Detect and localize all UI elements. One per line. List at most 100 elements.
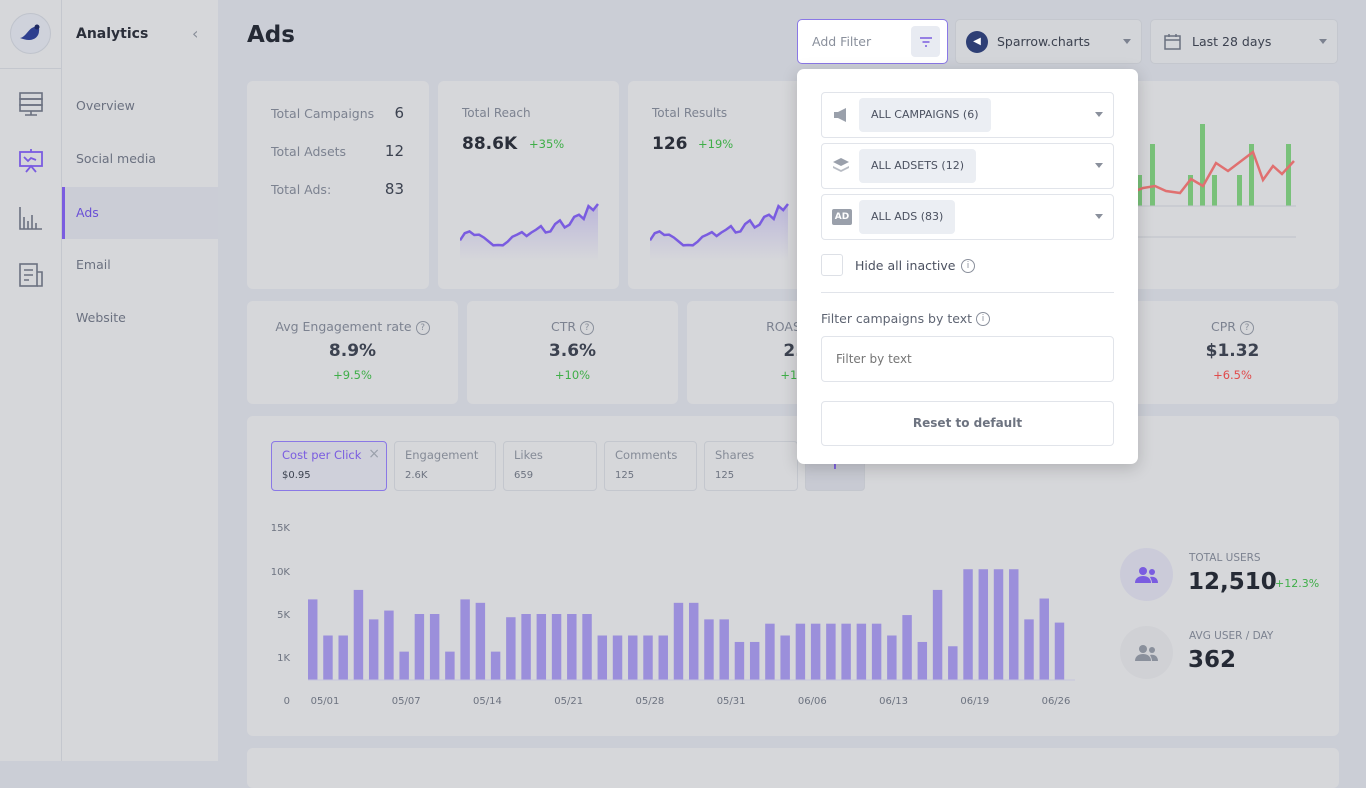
hide-inactive-checkbox[interactable] [821, 254, 843, 276]
y-tick-label: 1K [277, 653, 290, 664]
adsets-chip: ALL ADSETS (12) [859, 149, 976, 183]
caret-down-icon [1123, 39, 1131, 44]
metric-pill-likes[interactable]: Likes 659 [503, 441, 597, 491]
bar [978, 569, 989, 680]
bar [597, 635, 608, 680]
layers-icon [833, 158, 849, 172]
metric-pill-shares[interactable]: Shares 125 [704, 441, 798, 491]
add-filter-input[interactable]: Add Filter [797, 19, 948, 64]
sidebar-item-website[interactable]: Website [76, 310, 126, 325]
bar [475, 602, 486, 680]
secondary-sidebar: Analytics ‹ Overview Social media Ads Em… [62, 0, 218, 761]
metric-label-text: CPR [1211, 319, 1236, 334]
metric-change: +9.5% [333, 367, 372, 382]
metric-label: CTR ? [467, 319, 678, 335]
bar [460, 599, 470, 680]
bar [963, 569, 973, 680]
hide-inactive-label: Hide all inactive [855, 258, 956, 273]
x-tick-label: 06/26 [1042, 696, 1071, 707]
metric-pill-comments[interactable]: Comments 125 [604, 441, 697, 491]
bar [536, 614, 547, 680]
date-range-select[interactable]: Last 28 days [1150, 19, 1338, 64]
metric-label-text: CTR [550, 319, 577, 334]
collapse-chevron-icon[interactable]: ‹ [192, 24, 199, 43]
bar [658, 635, 668, 680]
bar [551, 614, 562, 680]
bar [308, 599, 318, 680]
x-tick-label: 05/28 [635, 696, 664, 707]
bar [521, 614, 531, 680]
bar [871, 623, 882, 680]
bar-chart-icon[interactable] [18, 205, 44, 231]
sidebar-item-overview[interactable]: Overview [76, 98, 135, 113]
card-value: 88.6K [462, 134, 518, 154]
account-select[interactable]: ◀ Sparrow.charts [955, 19, 1142, 64]
pill-value: 2.6K [405, 470, 428, 481]
bar [506, 617, 516, 680]
server-icon[interactable] [18, 91, 44, 117]
pill-name: Likes [514, 448, 543, 462]
campaigns-select[interactable]: ALL CAMPAIGNS (6) [821, 92, 1114, 138]
x-tick-label: 05/07 [392, 696, 421, 707]
filter-icon[interactable] [911, 26, 940, 57]
stat-value: 12,510 [1188, 569, 1277, 595]
summary-value: 6 [394, 104, 404, 122]
sidebar-item-ads[interactable]: Ads [62, 187, 218, 239]
metric-pill-engagement[interactable]: Engagement 2.6K [394, 441, 496, 491]
help-icon[interactable]: ? [415, 320, 430, 335]
metric-label-text: Avg Engagement rate [275, 319, 412, 334]
bar [1039, 598, 1049, 680]
reset-to-default-button[interactable]: Reset to default [821, 401, 1114, 446]
sidebar-item-email[interactable]: Email [76, 257, 111, 272]
bar [826, 623, 836, 680]
megaphone-icon: ◀ [966, 30, 988, 53]
users-icon [1120, 548, 1173, 601]
sparrow-logo[interactable] [10, 13, 51, 54]
sparkline-line [650, 203, 789, 247]
divider [821, 292, 1114, 293]
ads-select[interactable]: AD ALL ADS (83) [821, 194, 1114, 240]
caret-down-icon [1095, 163, 1103, 168]
card-value: 126 [652, 134, 688, 154]
filter-popup: ALL CAMPAIGNS (6) ALL ADSETS (12) AD ALL… [797, 69, 1138, 464]
sidebar-item-social-media[interactable]: Social media [76, 151, 156, 166]
metric-value: 8.9% [328, 340, 377, 361]
bar [414, 614, 425, 680]
summary-card: Total Campaigns 6 Total Adsets 12 Total … [247, 81, 429, 289]
info-icon[interactable]: i [961, 259, 975, 273]
caret-down-icon [1095, 112, 1103, 117]
info-icon[interactable]: i [976, 312, 990, 326]
stat-value: 362 [1188, 647, 1237, 673]
metric-pill-cost-per-click[interactable]: Cost per Click $0.95 × [271, 441, 387, 491]
help-icon[interactable]: ? [580, 320, 595, 335]
metric-change: +10% [554, 367, 591, 382]
bar [917, 641, 928, 680]
pill-value: 125 [715, 470, 735, 481]
page-title: Ads [247, 22, 295, 48]
bar [429, 614, 440, 680]
next-panel [247, 748, 1339, 788]
bar [1054, 622, 1065, 680]
filter-placeholder: Add Filter [812, 34, 872, 49]
bar [765, 623, 775, 680]
bar [384, 610, 394, 680]
close-icon[interactable]: × [368, 446, 380, 462]
combo-bar [1188, 175, 1193, 206]
bar [1009, 569, 1019, 680]
pill-name: Comments [615, 448, 678, 462]
metric-label: Avg Engagement rate ? [247, 319, 458, 335]
bar [795, 623, 806, 680]
total-reach-card: Total Reach 88.6K +35% [438, 81, 619, 289]
text-filter-input[interactable] [821, 336, 1114, 382]
metric-label-text: ROAS [766, 319, 801, 334]
pill-name: Engagement [405, 448, 479, 462]
section-title: Analytics [76, 26, 149, 42]
document-icon[interactable] [18, 262, 44, 288]
help-icon[interactable]: ? [1239, 320, 1254, 335]
bar [673, 602, 684, 680]
sparkline-line [460, 203, 599, 247]
adsets-select[interactable]: ALL ADSETS (12) [821, 143, 1114, 189]
bar [856, 623, 867, 680]
campaigns-chip: ALL CAMPAIGNS (6) [859, 98, 991, 132]
presentation-chart-icon[interactable] [18, 148, 44, 174]
